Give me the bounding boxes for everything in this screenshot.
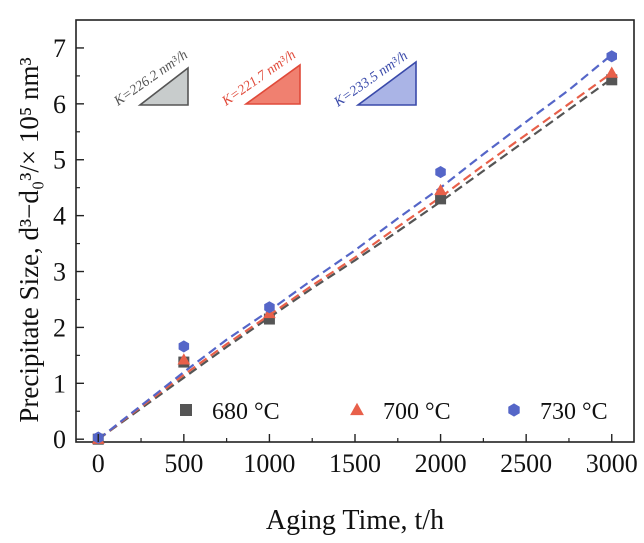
y-tick-label: 2 <box>53 313 66 342</box>
y-tick-label: 1 <box>53 369 66 398</box>
legend-label: 700 °C <box>383 399 451 425</box>
data-point-triangle <box>605 66 619 78</box>
data-point-triangle <box>177 353 191 365</box>
y-tick-label: 7 <box>53 34 66 63</box>
x-axis-title: Aging Time, t/h <box>266 505 444 536</box>
fit-lines <box>97 53 613 441</box>
x-tick-label: 1000 <box>243 449 295 478</box>
y-tick-label: 5 <box>53 146 66 175</box>
y-tick-label: 4 <box>53 202 66 231</box>
data-point-triangle <box>350 402 364 416</box>
y-tick-label: 0 <box>53 425 66 454</box>
data-point-hexagon <box>264 301 275 314</box>
x-tick-label: 2000 <box>415 449 467 478</box>
data-point-square <box>606 74 618 86</box>
y-tick-label: 6 <box>53 90 66 119</box>
data-point-hexagon <box>178 340 190 353</box>
x-axis: 0 500 1000 1500 2000 2500 3000 <box>92 434 638 478</box>
data-markers <box>91 50 619 445</box>
rate-triangle <box>355 60 417 106</box>
legend: 680 °C 700 °C 730 °C <box>180 399 608 425</box>
fit-line <box>97 77 613 441</box>
data-point-square <box>435 193 447 205</box>
data-point-hexagon <box>508 403 520 417</box>
x-tick-label: 2500 <box>500 449 552 478</box>
x-tick-label: 1500 <box>329 449 381 478</box>
x-tick-label: 500 <box>164 449 203 478</box>
y-axis: 0 1 2 3 4 5 6 7 <box>53 34 84 454</box>
fit-line <box>97 72 613 441</box>
data-point-hexagon <box>606 50 617 63</box>
data-point-square <box>263 313 275 325</box>
rate-triangle <box>137 66 189 106</box>
y-axis-title: Precipitate Size, d³−d₀³/× 10⁵ nm³ <box>14 57 44 422</box>
data-point-triangle <box>434 183 447 196</box>
data-point-square <box>180 404 192 416</box>
fit-line <box>97 53 613 441</box>
x-tick-label: 3000 <box>586 449 638 478</box>
legend-label: 730 °C <box>540 399 608 425</box>
rate-triangle <box>243 63 301 105</box>
data-point-hexagon <box>435 166 446 179</box>
y-axis-title-text: Precipitate Size, d³−d₀³/× 10⁵ nm³ <box>14 57 44 422</box>
x-tick-label: 0 <box>92 449 105 478</box>
legend-label: 680 °C <box>212 399 280 425</box>
y-tick-label: 3 <box>53 258 66 287</box>
rate-annotations: K=226.2 nm³/h K=221.7 nm³/h K=233.5 nm³/h <box>111 48 417 111</box>
